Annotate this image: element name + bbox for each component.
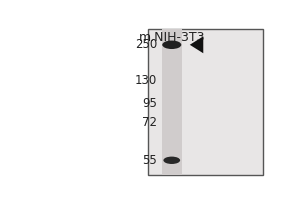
Bar bbox=[148, 29, 263, 175]
Text: 250: 250 bbox=[135, 38, 157, 51]
Text: 55: 55 bbox=[142, 154, 157, 167]
Text: 95: 95 bbox=[142, 97, 157, 110]
Text: 72: 72 bbox=[142, 116, 157, 129]
Polygon shape bbox=[190, 36, 203, 53]
Text: 130: 130 bbox=[135, 74, 157, 87]
Bar bbox=[162, 29, 182, 175]
Ellipse shape bbox=[164, 157, 180, 164]
Text: m.NIH-3T3: m.NIH-3T3 bbox=[139, 31, 205, 44]
Ellipse shape bbox=[162, 41, 181, 49]
